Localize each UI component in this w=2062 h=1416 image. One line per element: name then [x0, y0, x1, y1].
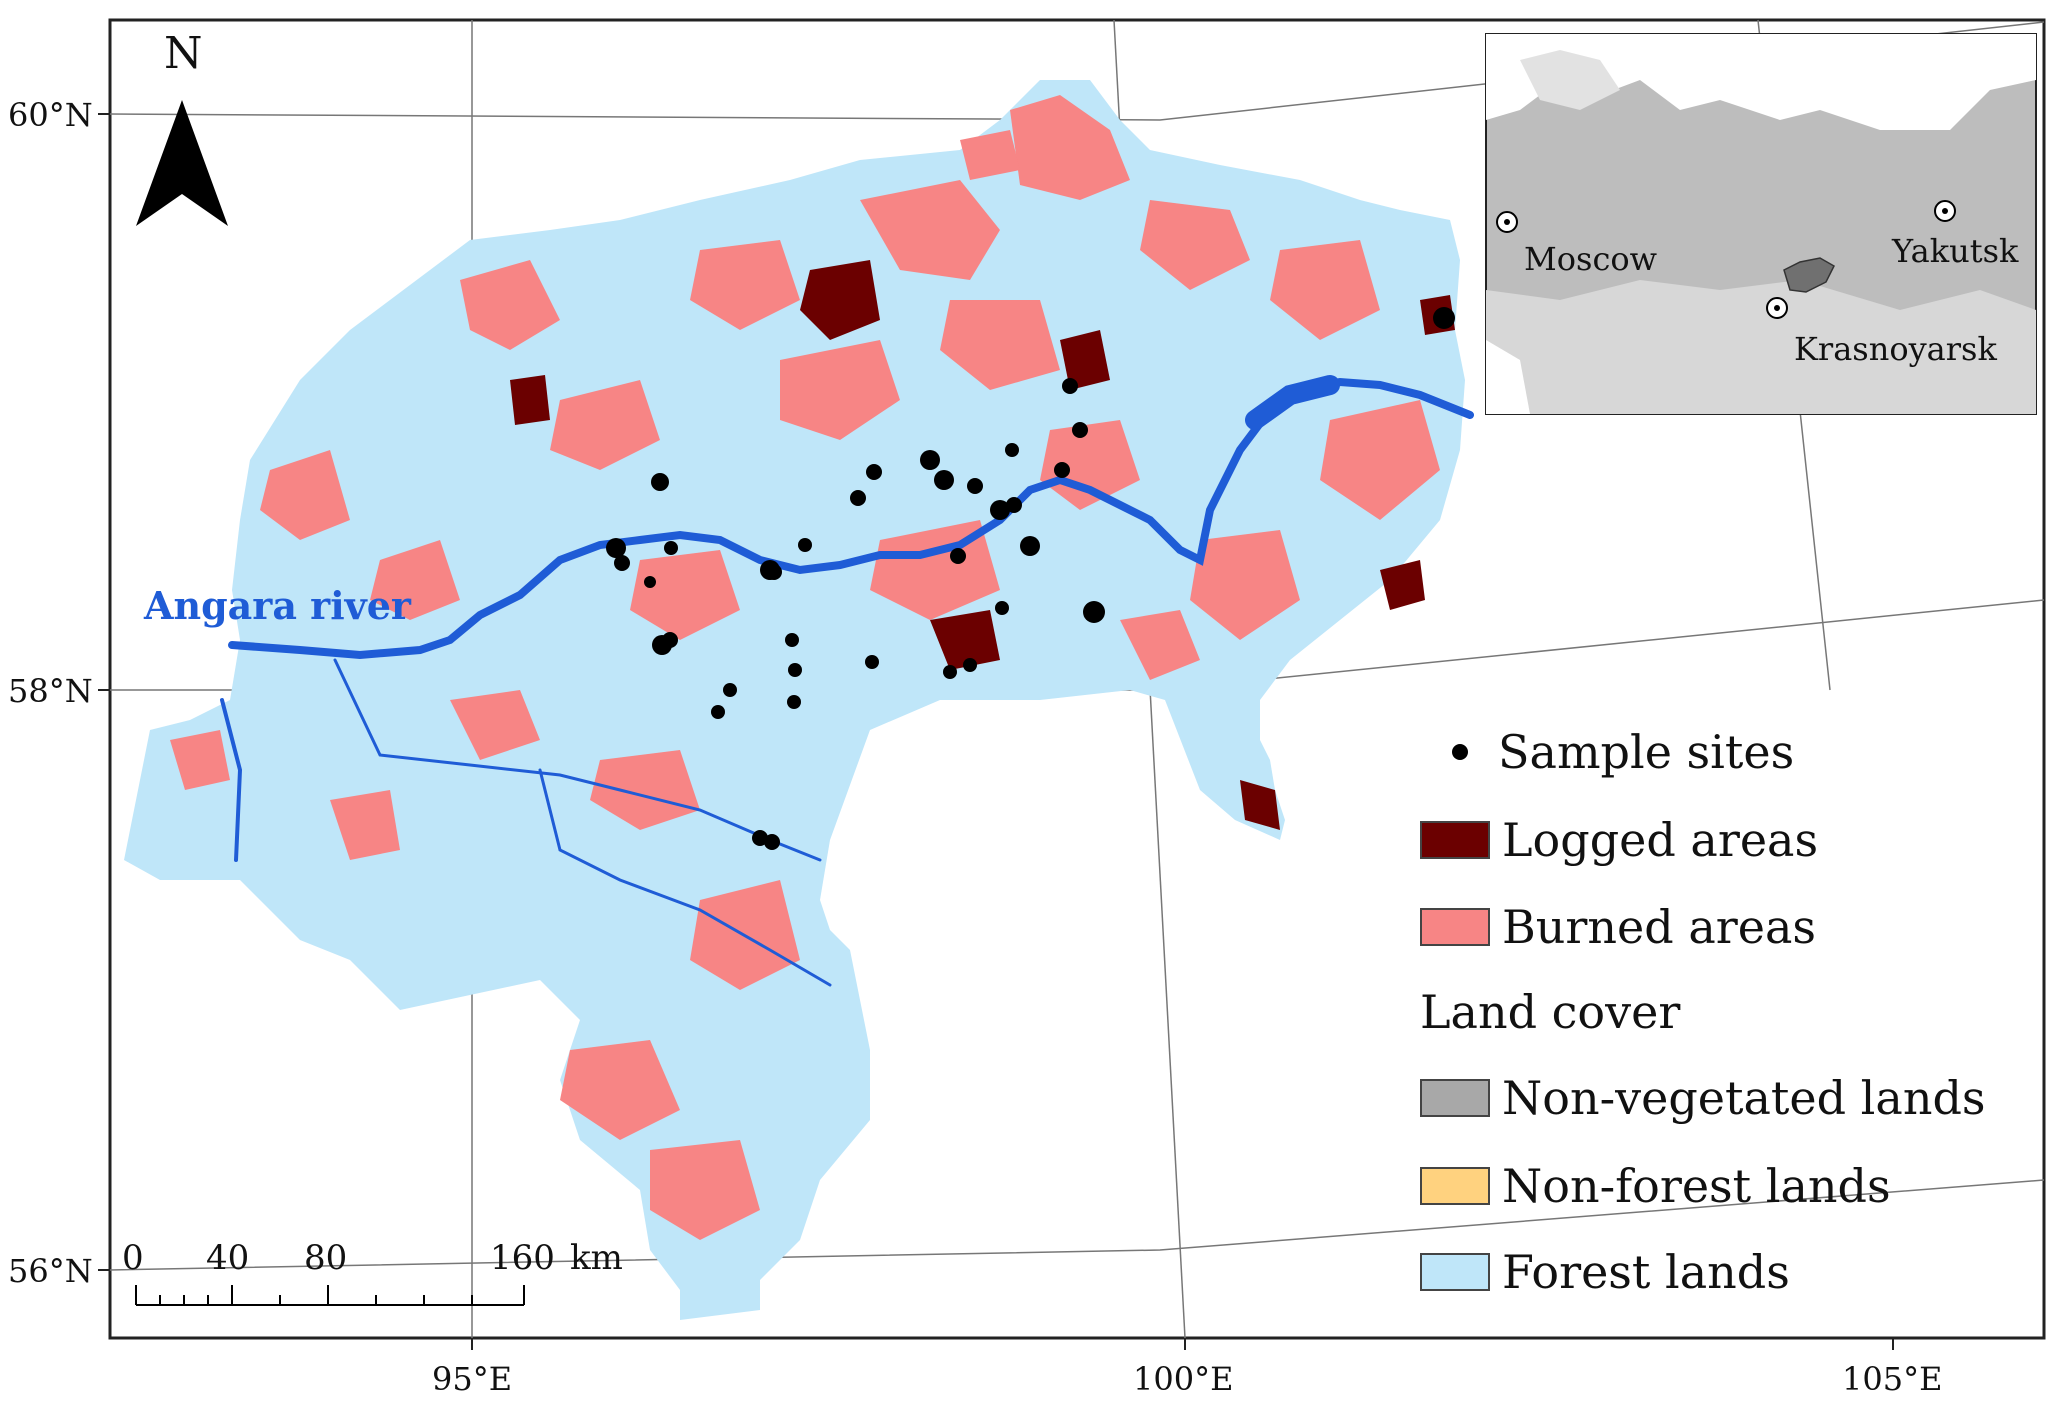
legend-item-logged: Logged areas	[1420, 812, 1818, 868]
scale-tick-80: 80	[304, 1238, 348, 1278]
logged-swatch	[1420, 821, 1490, 859]
north-arrow	[136, 100, 228, 226]
map-frame	[108, 18, 2046, 1340]
lon-label-95: 95°E	[432, 1360, 513, 1398]
legend-item-burned: Burned areas	[1420, 899, 1816, 955]
legend-label-non-vegetated: Non-vegetated lands	[1502, 1071, 1986, 1125]
lon-label-105: 105°E	[1842, 1360, 1943, 1398]
burned-swatch	[1420, 908, 1490, 946]
legend-item-non-vegetated: Non-vegetated lands	[1420, 1070, 1986, 1126]
forest-swatch	[1420, 1253, 1490, 1291]
north-label: N	[164, 28, 203, 79]
legend-title-land-cover: Land cover	[1420, 984, 1680, 1040]
scale-unit: km	[570, 1238, 623, 1278]
lon-label-100: 100°E	[1133, 1360, 1234, 1398]
legend-label-non-forest: Non-forest lands	[1502, 1159, 1891, 1213]
sample-site-icon	[1452, 744, 1468, 760]
non-forest-swatch	[1420, 1167, 1490, 1205]
scale-tick-160: 160	[490, 1238, 555, 1278]
legend-item-forest: Forest lands	[1420, 1244, 1790, 1300]
inset-label-yakutsk: Yakutsk	[1892, 232, 2019, 270]
lat-label-56: 56°N	[8, 1252, 93, 1290]
logged-areas	[510, 260, 1455, 830]
inset-label-krasnoyarsk: Krasnoyarsk	[1794, 330, 1997, 368]
lat-label-60: 60°N	[8, 96, 93, 134]
inset-label-moscow: Moscow	[1524, 240, 1658, 278]
legend-label-burned: Burned areas	[1502, 900, 1817, 954]
legend-label-logged: Logged areas	[1502, 813, 1819, 867]
sample-sites	[606, 307, 1455, 850]
river-label: Angara river	[144, 583, 411, 628]
legend-label-land-cover: Land cover	[1420, 985, 1681, 1039]
lat-label-58: 58°N	[8, 672, 93, 710]
scale-tick-40: 40	[206, 1238, 250, 1278]
legend-item-non-forest: Non-forest lands	[1420, 1158, 1891, 1214]
non-vegetated-swatch	[1420, 1079, 1490, 1117]
legend-item-sample-sites: Sample sites	[1420, 724, 1794, 780]
inset-map	[1485, 33, 2037, 415]
scale-tick-0: 0	[122, 1238, 144, 1278]
legend-label-forest: Forest lands	[1502, 1245, 1790, 1299]
legend-label-sample-sites: Sample sites	[1498, 725, 1795, 779]
scale-bar	[135, 1285, 525, 1306]
